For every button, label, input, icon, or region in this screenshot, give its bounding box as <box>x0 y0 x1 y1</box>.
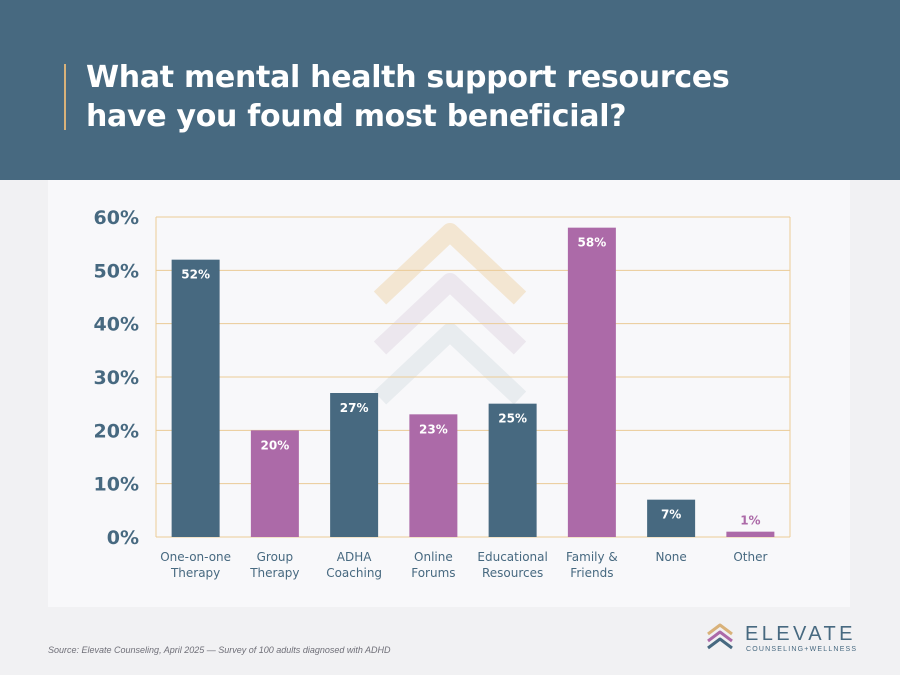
bar-value-label: 52% <box>181 268 210 282</box>
x-tick-label: ADHA <box>337 550 372 564</box>
bar <box>250 430 299 537</box>
x-tick-label: Educational <box>477 550 547 564</box>
bar <box>409 414 458 537</box>
x-tick-label: Therapy <box>170 566 220 580</box>
bar-chart: 0% 10% 20% 30% 40% 50% 60% 52% One-on-one Therapy… <box>94 207 791 580</box>
elevate-logo: ELEVATE COUNSELING+WELLNESS <box>705 622 858 656</box>
source-note: Source: Elevate Counseling, April 2025 —… <box>48 645 391 655</box>
y-tick-label: 0% <box>107 527 139 549</box>
x-tick-label: Forums <box>411 566 455 580</box>
y-tick-label: 40% <box>94 314 139 336</box>
bar-value-label: 20% <box>261 438 290 452</box>
y-tick-label: 20% <box>94 420 139 442</box>
x-tick-label: None <box>655 550 686 564</box>
bar-value-label: 25% <box>498 412 527 426</box>
stacked-chevrons-icon <box>707 623 733 650</box>
x-tick-label: Online <box>414 550 453 564</box>
bar <box>488 403 537 537</box>
watermark-chevron-1 <box>373 273 527 355</box>
bar <box>330 393 379 537</box>
x-tick-label: Therapy <box>249 566 299 580</box>
bar-value-label: 58% <box>578 236 607 250</box>
x-tick-label: Family & <box>566 550 618 564</box>
bar-value-label: 23% <box>419 422 448 436</box>
bar <box>567 227 616 537</box>
y-tick-label: 50% <box>94 260 139 282</box>
bar-value-label: 27% <box>340 401 369 415</box>
x-tick-label: Resources <box>482 566 543 580</box>
x-tick-label: Friends <box>570 566 613 580</box>
x-tick-label: Group <box>257 550 294 564</box>
watermark-chevron-2 <box>373 323 527 405</box>
bar-value-label: 7% <box>661 508 681 522</box>
header-banner: What mental health support resources hav… <box>0 0 900 180</box>
title-accent-bar <box>64 64 66 130</box>
bar-value-label: 1% <box>740 514 760 528</box>
chart-panel: 0% 10% 20% 30% 40% 50% 60% 52% One-on-one Therapy… <box>48 180 850 607</box>
x-tick-label: Coaching <box>326 566 382 580</box>
x-tick-label: Other <box>733 550 767 564</box>
title-line-1: What mental health support resources <box>86 60 730 95</box>
page-title: What mental health support resources hav… <box>86 58 846 136</box>
watermark-chevron-0 <box>373 223 527 305</box>
logo-name: ELEVATE <box>745 623 856 645</box>
logo-tagline: COUNSELING+WELLNESS <box>746 646 858 653</box>
bar <box>647 499 696 537</box>
y-tick-label: 30% <box>94 367 139 389</box>
title-line-2: have you found most beneficial? <box>86 99 627 134</box>
x-tick-label: One-on-one <box>160 550 231 564</box>
y-tick-label: 10% <box>94 474 139 496</box>
y-tick-label: 60% <box>94 207 139 229</box>
bar <box>726 531 775 537</box>
bar <box>171 259 220 537</box>
